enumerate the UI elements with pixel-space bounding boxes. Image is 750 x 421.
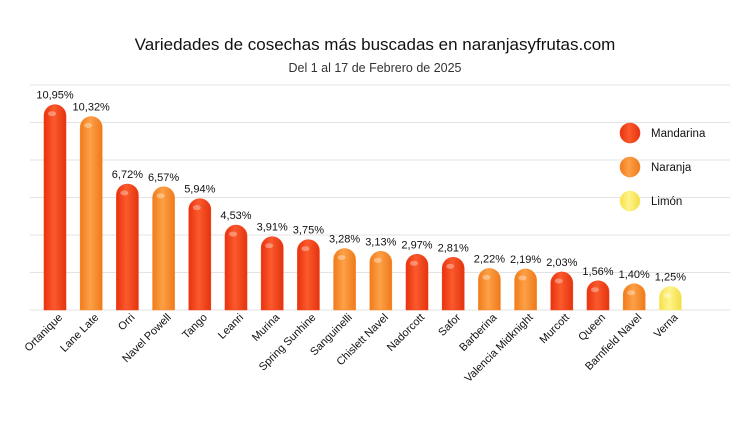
bar-highlight — [554, 278, 563, 284]
bar — [441, 257, 465, 311]
bar-highlight — [120, 190, 129, 196]
bar-highlight — [518, 275, 527, 281]
bar — [478, 268, 501, 311]
bar-highlight — [84, 123, 93, 128]
bar-highlight — [265, 243, 274, 249]
value-label: 2,22% — [474, 253, 505, 265]
value-label: 2,03% — [546, 257, 577, 269]
category-label: Leanri — [216, 312, 246, 342]
bar — [297, 239, 320, 311]
bar — [116, 183, 139, 311]
value-label: 1,56% — [582, 266, 613, 278]
bar — [188, 198, 212, 311]
chart-subtitle: Del 1 al 17 de Febrero de 2025 — [288, 61, 461, 75]
value-label: 6,57% — [148, 172, 179, 184]
bar — [224, 224, 248, 311]
value-label: 2,19% — [510, 254, 541, 266]
bar — [405, 254, 429, 311]
category-label: Safor — [436, 311, 463, 338]
bar — [586, 280, 610, 311]
value-label: 10,32% — [73, 102, 111, 114]
bar-highlight — [410, 260, 418, 266]
category-label: Tango — [180, 312, 210, 342]
bar — [333, 248, 356, 311]
bar — [260, 236, 284, 311]
bar-highlight — [156, 193, 165, 199]
legend: Mandarina Naranja Limón — [619, 122, 706, 212]
category-label: Orri — [116, 312, 137, 333]
value-label: 3,13% — [365, 236, 396, 248]
value-label: 5,94% — [184, 184, 215, 196]
bar — [622, 283, 646, 311]
category-label: Murcott — [537, 312, 571, 346]
value-label: 10,95% — [36, 90, 74, 102]
legend-swatch — [619, 190, 641, 212]
category-label: Queen — [576, 312, 608, 344]
bar-highlight — [627, 290, 636, 296]
legend-swatch — [619, 156, 641, 178]
legend-label: Mandarina — [651, 128, 706, 140]
value-label: 6,72% — [112, 169, 143, 181]
category-label: Lane Late — [58, 312, 101, 355]
value-label: 3,28% — [329, 234, 360, 246]
value-label: 1,40% — [619, 269, 650, 281]
bar-highlight — [192, 205, 201, 211]
value-label: 3,91% — [257, 222, 288, 234]
bar-highlight — [446, 263, 455, 269]
bar — [152, 186, 175, 311]
category-label: Nadorcott — [385, 312, 427, 354]
bar-highlight — [663, 293, 672, 299]
category-label: Verna — [652, 311, 681, 340]
legend-label: Limón — [651, 196, 682, 208]
bar-highlight — [373, 257, 382, 263]
bar — [43, 104, 67, 311]
bar — [659, 286, 682, 311]
gridlines — [30, 84, 730, 311]
value-label: 3,75% — [293, 225, 324, 237]
category-label: Murina — [250, 311, 283, 344]
bar-highlight — [48, 111, 56, 117]
bar-highlight — [482, 274, 491, 280]
legend-label: Naranja — [651, 162, 692, 174]
value-label: 1,25% — [655, 272, 686, 284]
category-label: Valencia Midknight — [463, 312, 536, 385]
bar-highlight — [591, 287, 599, 293]
value-label: 2,97% — [401, 239, 432, 251]
bar-highlight — [229, 231, 237, 237]
value-label: 4,53% — [220, 210, 251, 222]
bar — [514, 268, 537, 311]
bar — [79, 116, 103, 311]
chart-title: Variedades de cosechas más buscadas en n… — [135, 35, 616, 54]
bar — [550, 271, 574, 311]
legend-swatch — [619, 122, 641, 144]
bar-highlight — [301, 246, 310, 252]
bar — [369, 251, 393, 311]
bar-highlight — [337, 255, 346, 260]
value-label: 2,81% — [438, 242, 469, 254]
